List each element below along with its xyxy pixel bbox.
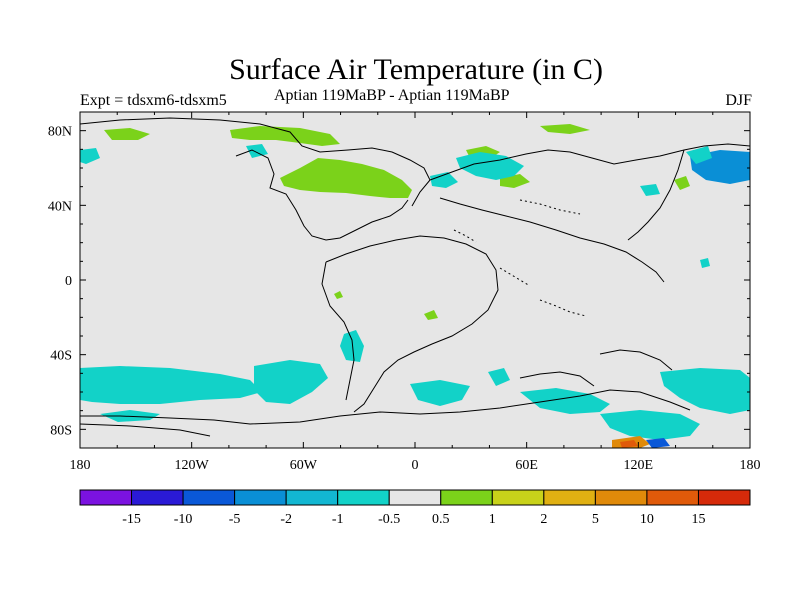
cool-anomaly-europe (430, 172, 458, 188)
coastlines (80, 117, 750, 437)
cool-anomaly-north-pacific-2 (686, 146, 712, 164)
warm-anomaly-south-america (424, 310, 438, 320)
anomaly-field (80, 117, 750, 448)
colorbar-box (646, 489, 699, 506)
colorbar-label: -1 (332, 512, 344, 527)
cool-anomaly-southern-ocean-west (80, 366, 262, 404)
cool-anomaly-asia-east (640, 184, 660, 196)
cool-anomaly-southern-ocean-mid (254, 360, 328, 404)
colorbar-label: -0.5 (378, 512, 400, 527)
x-tick-label: 60E (515, 458, 538, 473)
experiment-label: Expt = tdsxm6-tdsxm5 (80, 92, 227, 109)
colorbar-box (543, 489, 596, 506)
colorbar-box (491, 489, 545, 506)
cool-anomaly-south-pacific (660, 368, 750, 414)
colorbar-box (131, 489, 184, 506)
x-tick-label: 0 (412, 458, 419, 473)
y-tick-label: 0 (65, 274, 72, 289)
colorbar-label: 15 (691, 512, 705, 527)
warm-anomaly-arctic (230, 126, 340, 146)
cool-anomaly-arctic-west (80, 148, 100, 164)
warm-anomaly-arctic-west (104, 128, 150, 140)
colorbar-label: 10 (640, 512, 654, 527)
warm-anomaly-asia (500, 174, 530, 188)
cool-anomaly-patagonia (340, 330, 364, 362)
x-tick-label: 60W (290, 458, 318, 473)
colorbar (79, 489, 751, 506)
plot-title: Surface Air Temperature (in C) (229, 53, 603, 86)
axis-labels: 180 120W 60W 0 60E 120E 180 80N 40N 0 40S 80S (48, 125, 761, 473)
warm-anomaly-small (334, 291, 343, 299)
strong-cool-anomaly (646, 438, 670, 448)
strong-warm-anomaly-core (620, 440, 638, 448)
x-tick-label: 120E (624, 458, 654, 473)
warm-anomaly-high-arctic (540, 124, 590, 134)
colorbar-box (440, 489, 493, 506)
colorbar-label: 5 (592, 512, 599, 527)
cool-anomaly-southern-ocean-east (410, 380, 470, 406)
colorbar-box (388, 489, 442, 506)
cool-anomaly-greenland (246, 144, 268, 158)
plot-subtitle: Aptian 119MaBP - Aptian 119MaBP (274, 87, 510, 104)
colorbar-label: 0.5 (432, 512, 450, 527)
season-label: DJF (725, 92, 752, 109)
warm-anomaly-north-america (280, 158, 412, 198)
x-tick-label: 180 (740, 458, 761, 473)
x-tick-label: 180 (70, 458, 91, 473)
colorbar-label: -10 (174, 512, 193, 527)
colorbar-box (697, 489, 751, 506)
colorbar-labels: -15 -10 -5 -2 -1 -0.5 0.5 1 2 5 10 15 (122, 512, 705, 527)
axis-ticks (79, 111, 751, 449)
colorbar-box (337, 489, 390, 506)
colorbar-label: -2 (280, 512, 292, 527)
colorbar-box (79, 489, 133, 506)
colorbar-box (285, 489, 339, 506)
x-tick-label: 120W (175, 458, 210, 473)
y-tick-label: 80S (50, 423, 72, 438)
cool-anomaly-siberia (456, 152, 524, 180)
y-tick-label: 80N (48, 125, 72, 140)
y-tick-label: 40S (50, 349, 72, 364)
colorbar-box (594, 489, 648, 506)
cool-anomaly-small-east (700, 258, 710, 268)
colorbar-label: 1 (489, 512, 496, 527)
colorbar-box (182, 489, 236, 506)
y-tick-label: 40N (48, 199, 72, 214)
colorbar-box (234, 489, 287, 506)
warm-anomaly-east-coast (674, 176, 690, 190)
colorbar-label: -15 (122, 512, 141, 527)
cool-anomaly-africa (488, 368, 510, 386)
colorbar-label: -5 (229, 512, 241, 527)
colorbar-label: 2 (540, 512, 547, 527)
cool-anomaly-antarctic (600, 410, 700, 440)
